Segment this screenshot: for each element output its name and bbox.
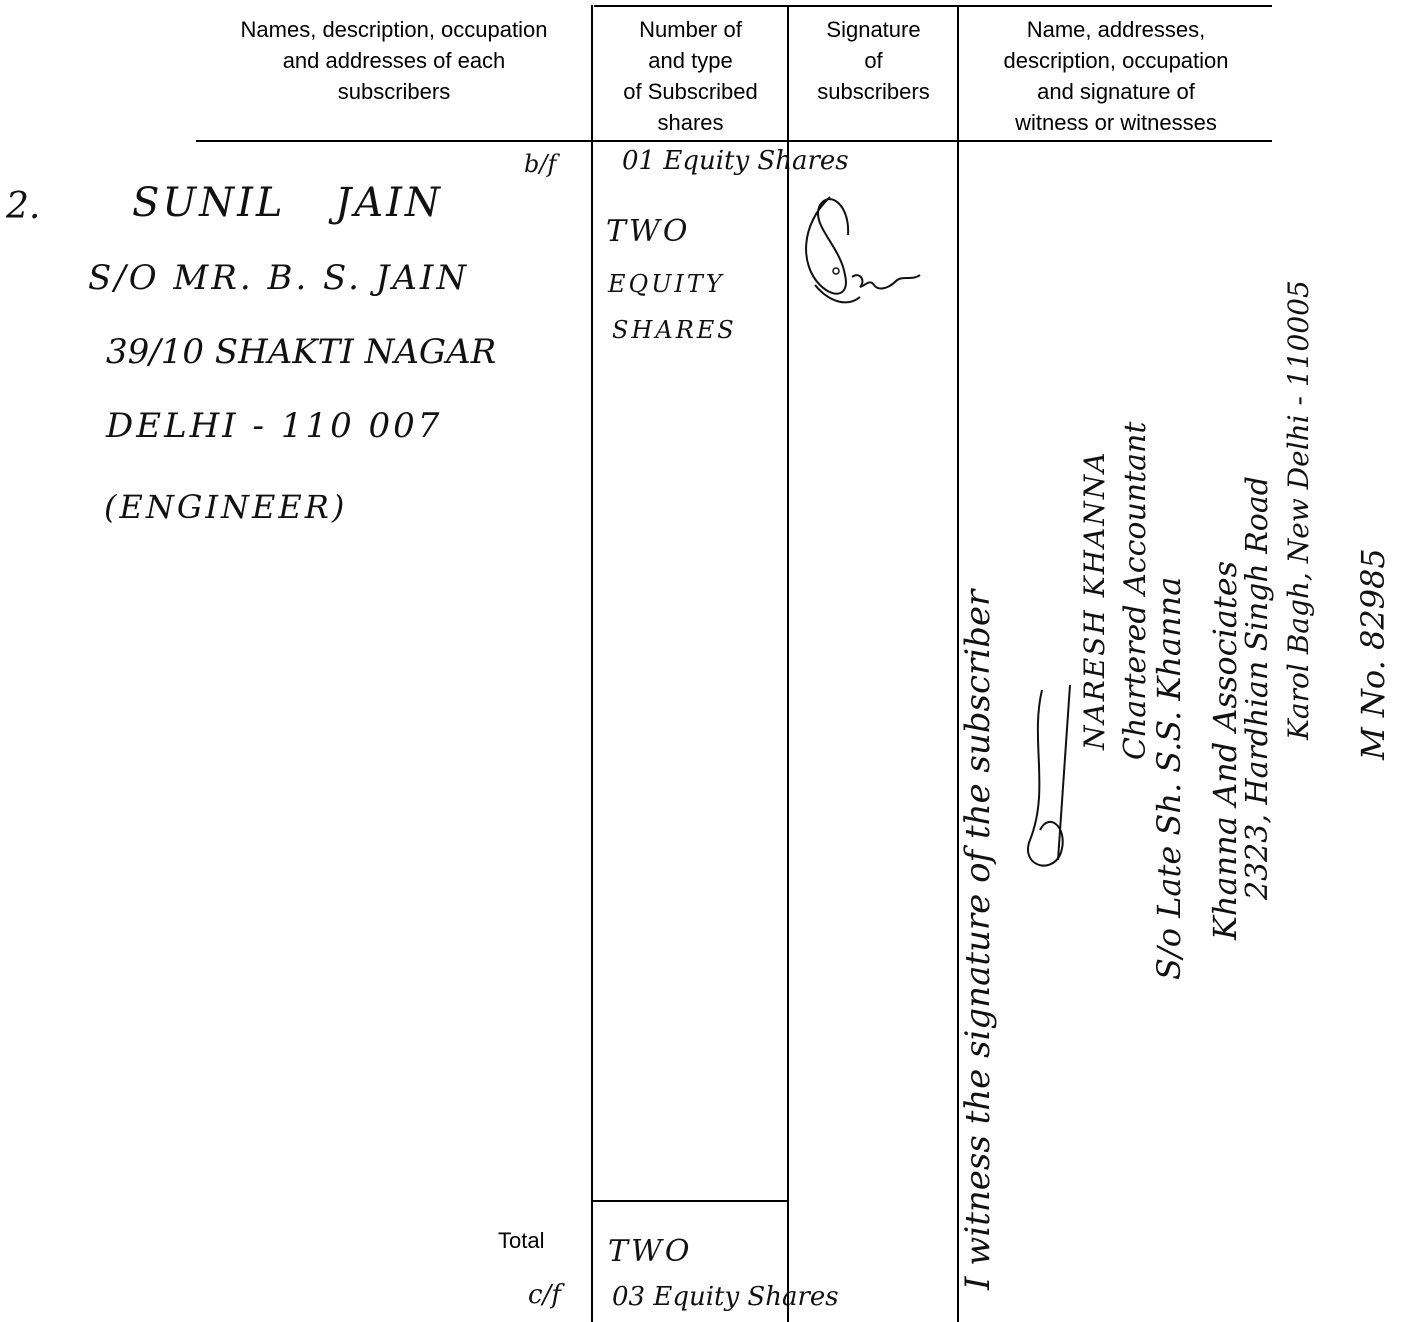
witness-address-line1: 2323, Hardhian Singh Road bbox=[1240, 476, 1275, 900]
brought-forward-shares: 01 Equity Shares bbox=[622, 146, 849, 176]
header-bottom-rule bbox=[196, 140, 1272, 142]
top-rule bbox=[594, 5, 1272, 7]
subscriber-address-line1: 39/10 SHAKTI NAGAR bbox=[106, 332, 497, 372]
subscriber-number: 2. bbox=[6, 186, 41, 227]
witness-signature bbox=[1027, 684, 1071, 867]
shares-word: TWO bbox=[606, 214, 691, 249]
total-shares: TWO bbox=[608, 1234, 693, 1269]
header-number-of-shares: Number of and type of Subscribed shares bbox=[623, 17, 758, 135]
shares-unit: SHARES bbox=[612, 316, 737, 344]
shares-type: EQUITY bbox=[608, 270, 725, 298]
witness-membership-no: M No. 82985 bbox=[1354, 548, 1392, 760]
carried-forward-shares: 03 Equity Shares bbox=[612, 1282, 839, 1312]
subscriber-parentage: S/O MR. B. S. JAIN bbox=[88, 258, 470, 298]
witness-name: NARESH KHANNA bbox=[1078, 450, 1111, 750]
header-signature: Signature of subscribers bbox=[817, 17, 930, 104]
brought-forward-label: b/f bbox=[524, 150, 557, 178]
column-divider-2 bbox=[787, 5, 789, 1322]
witness-profession: Chartered Accountant bbox=[1118, 421, 1153, 760]
subscriber-address-line2: DELHI - 110 007 bbox=[106, 406, 443, 446]
column-divider-1 bbox=[591, 5, 593, 1322]
carried-forward-label: c/f bbox=[528, 1280, 561, 1310]
witness-firm: Khanna And Associates bbox=[1206, 560, 1244, 940]
witness-address-line2: Karol Bagh, New Delhi - 110005 bbox=[1282, 280, 1315, 740]
header-names: Names, description, occupation and addre… bbox=[240, 17, 548, 104]
header-witness: Name, addresses, description, occupation… bbox=[1003, 17, 1229, 135]
total-label: Total bbox=[498, 1228, 545, 1253]
witness-parentage: S/o Late Sh. S.S. Khanna bbox=[1150, 576, 1188, 980]
subscriber-signature bbox=[805, 196, 921, 304]
subscriber-name: SUNIL JAIN bbox=[132, 180, 443, 226]
column-divider-3 bbox=[957, 5, 959, 1322]
subscriber-occupation: (ENGINEER) bbox=[104, 488, 348, 526]
witness-attestation: I witness the signature of the subscribe… bbox=[958, 589, 998, 1290]
total-rule bbox=[591, 1200, 789, 1202]
